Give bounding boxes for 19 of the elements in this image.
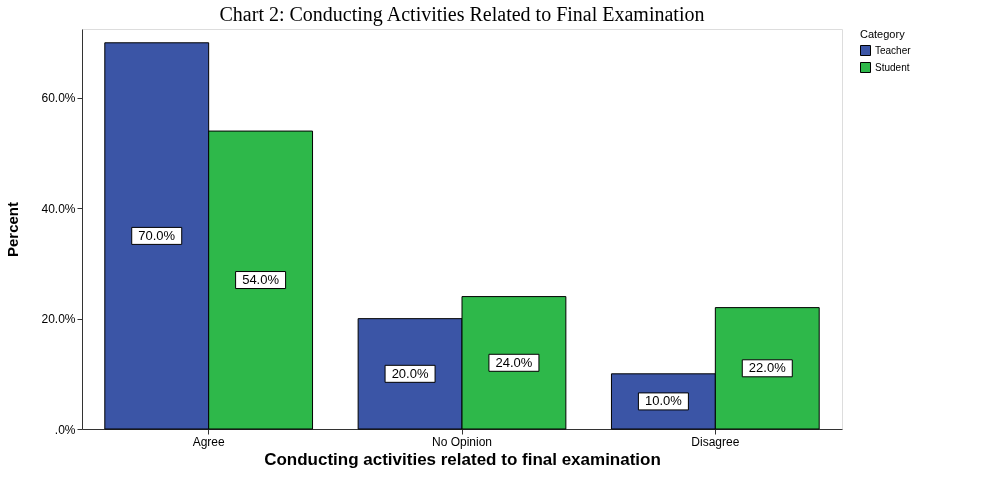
- data-label: 24.0%: [495, 354, 533, 370]
- data-label: 54.0%: [242, 272, 280, 288]
- data-label: 22.0%: [748, 360, 787, 376]
- x-axis-title: Conducting activities related to final examination: [264, 449, 661, 469]
- x-tick-label: Agree: [192, 434, 225, 449]
- legend-label: Teacher: [875, 44, 912, 56]
- legend-title: Category: [860, 28, 906, 40]
- y-axis-title: Percent: [4, 201, 22, 258]
- y-tick-label: 60.0%: [41, 91, 76, 106]
- x-tick-label: No Opinion: [431, 434, 493, 449]
- x-tick-label: Disagree: [691, 434, 740, 449]
- chart-title: Chart 2: Conducting Activities Related to Final Examination: [219, 3, 705, 26]
- y-tick-label: 20.0%: [41, 312, 76, 327]
- data-label: 70.0%: [138, 227, 176, 243]
- data-label: 20.0%: [391, 365, 429, 381]
- y-tick-label: .0%: [54, 422, 76, 437]
- data-label: 10.0%: [644, 393, 683, 409]
- y-tick-label: 40.0%: [41, 201, 76, 216]
- legend-label: Student: [875, 61, 910, 73]
